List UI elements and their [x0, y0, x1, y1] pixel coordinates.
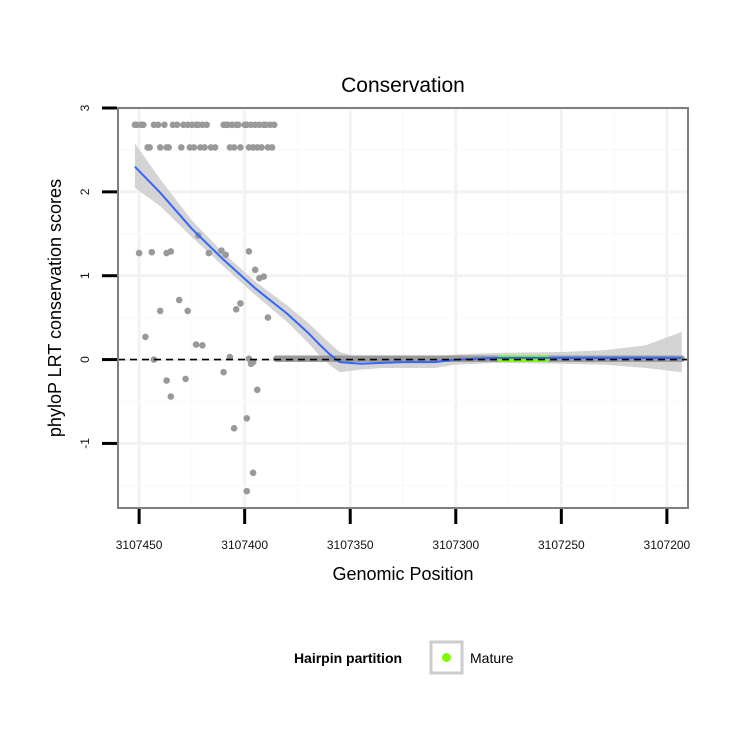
data-point — [245, 248, 253, 255]
data-point — [167, 393, 175, 400]
data-point — [249, 469, 257, 477]
y-axis-tick-label: 0 — [78, 356, 92, 363]
y-axis: -1 0 1 2 3 — [78, 104, 117, 449]
confidence-band — [134, 143, 682, 373]
data-point — [249, 358, 257, 366]
data-point — [192, 341, 200, 348]
data-point — [175, 296, 183, 304]
data-point — [226, 353, 234, 361]
data-point — [220, 368, 227, 376]
data-point — [140, 121, 147, 129]
data-point — [258, 144, 265, 151]
data-point — [178, 144, 185, 151]
data-point — [230, 144, 238, 151]
data-point — [163, 377, 170, 384]
data-point — [270, 121, 278, 129]
data-point — [156, 144, 164, 151]
data-point — [190, 144, 198, 151]
data-point — [218, 247, 225, 254]
data-point — [184, 307, 191, 315]
data-point — [182, 375, 189, 383]
data-point — [142, 333, 149, 341]
data-point — [264, 314, 272, 321]
data-point — [243, 415, 251, 422]
x-axis-tick-label: 3107400 — [221, 538, 268, 552]
legend-title: Hairpin partition — [294, 650, 402, 666]
y-axis-tick-label: -1 — [78, 438, 92, 449]
data-point — [148, 248, 156, 256]
data-point — [161, 121, 168, 129]
chart-title: Conservation — [341, 74, 465, 97]
data-point — [135, 249, 143, 257]
y-axis-title: phyloP LRT conservation scores — [45, 179, 65, 437]
data-point — [251, 266, 259, 274]
panel-border — [117, 107, 689, 509]
legend-key-box — [429, 640, 464, 675]
x-axis-tick-label: 3107450 — [116, 538, 163, 552]
data-point — [146, 144, 153, 151]
x-axis-tick-label: 3107250 — [538, 538, 585, 552]
data-point — [150, 356, 158, 363]
smooth-trend-line — [134, 166, 682, 365]
data-point — [260, 273, 268, 280]
data-point — [211, 144, 219, 151]
legend: Hairpin partition Mature — [294, 640, 514, 675]
data-point — [205, 249, 213, 257]
x-axis-tick-label: 3107200 — [644, 538, 691, 552]
data-point — [237, 144, 244, 151]
data-point — [165, 144, 172, 151]
x-axis-tick-label: 3107350 — [327, 538, 374, 552]
y-axis-tick-label: 2 — [78, 188, 92, 195]
y-axis-tick-label: 1 — [78, 272, 92, 279]
data-point — [154, 121, 162, 129]
y-axis-tick-label: 3 — [78, 104, 92, 111]
data-point — [201, 144, 208, 151]
data-point — [243, 487, 251, 495]
legend-label-mature: Mature — [470, 650, 514, 666]
grid-lines — [118, 106, 688, 508]
data-point — [235, 121, 242, 129]
data-point — [222, 251, 229, 259]
data-point — [230, 425, 238, 432]
data-point — [167, 248, 175, 255]
data-point — [199, 342, 206, 349]
data-point — [232, 306, 240, 313]
x-axis-tick-label: 3107300 — [432, 538, 479, 552]
confidence-band-layer — [134, 143, 682, 373]
x-axis: 3107450 3107400 3107350 3107300 3107250 31072… — [116, 509, 691, 552]
data-point — [173, 121, 181, 129]
data-point — [203, 121, 210, 129]
data-point — [253, 386, 261, 394]
smooth-line-layer — [134, 166, 682, 365]
data-point — [268, 144, 276, 151]
data-point — [237, 300, 244, 307]
x-axis-title: Genomic Position — [332, 564, 473, 584]
data-point — [156, 307, 164, 315]
legend-key-mature-point — [442, 653, 451, 662]
plot-panel — [117, 106, 689, 509]
